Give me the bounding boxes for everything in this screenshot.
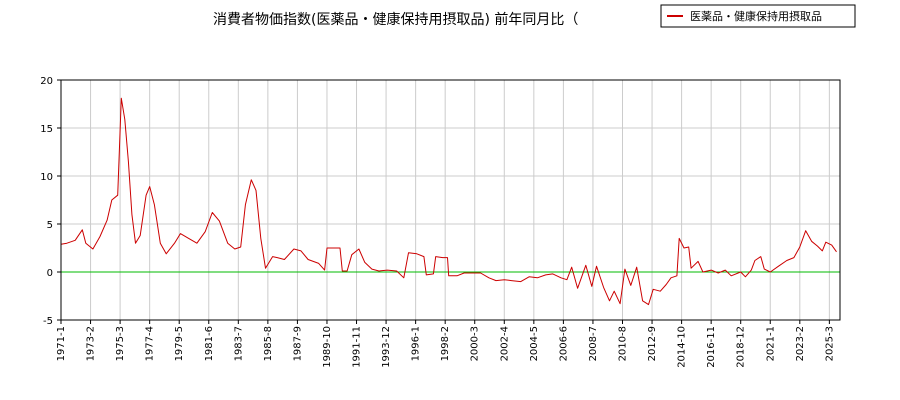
x-tick-label: 1985-8: [263, 326, 274, 361]
x-tick-label: 2010-8: [617, 326, 628, 361]
legend-label: 医薬品・健康保持用摂取品: [690, 9, 822, 23]
series-line: [60, 97, 837, 306]
x-tick-label: 1979-5: [174, 326, 185, 361]
x-tick-label: 1993-12: [381, 326, 392, 368]
y-ticks: -5 0 5 10 15 20: [40, 76, 61, 327]
x-tick-label: 1977-4: [145, 326, 156, 361]
x-tick-label: 2012-9: [647, 326, 658, 361]
y-tick-label: -5: [43, 316, 53, 327]
x-tick-label: 1998-2: [440, 326, 451, 361]
plot-frame: [60, 79, 841, 321]
x-tick-label: 2006-6: [558, 326, 569, 361]
legend: 医薬品・健康保持用摂取品: [660, 4, 856, 28]
axes: [60, 79, 841, 321]
x-tick-label: 1991-11: [352, 326, 363, 368]
legend-box: [660, 4, 856, 28]
x-tick-label: 1983-7: [233, 326, 244, 361]
x-tick-label: 2004-5: [529, 326, 540, 361]
y-tick-label: 10: [40, 172, 53, 183]
x-tick-label: 2008-7: [588, 326, 599, 361]
x-tick-label: 2023-2: [795, 326, 806, 361]
chart-title: 消費者物価指数(医薬品・健康保持用摂取品) 前年同月比（: [213, 11, 578, 28]
x-tick-label: 1971-1: [56, 326, 67, 361]
x-tick-label: 2014-10: [677, 326, 688, 368]
x-tick-label: 2021-1: [765, 326, 776, 361]
x-tick-label: 2018-12: [736, 326, 747, 368]
y-tick-label: 20: [40, 76, 53, 87]
x-tick-label: 1989-10: [322, 326, 333, 368]
series-group: [60, 97, 837, 306]
x-tick-label: 2016-11: [706, 326, 717, 368]
x-tick-label: 1996-1: [411, 326, 422, 361]
x-tick-label: 1975-3: [115, 326, 126, 361]
y-tick-label: 5: [47, 220, 53, 231]
x-tick-label: 1973-2: [86, 326, 97, 361]
y-tick-label: 15: [40, 124, 53, 135]
x-tick-label: 1987-9: [292, 326, 303, 361]
y-tick-label: 0: [47, 268, 53, 279]
x-tick-label: 1981-6: [204, 326, 215, 361]
x-ticks: 1971-1 1973-2 1975-3 1977-4 1979-5 1981-6 1983…: [56, 320, 835, 368]
x-tick-label: 2000-3: [470, 326, 481, 361]
x-tick-label: 2002-4: [499, 326, 510, 361]
x-tick-label: 2025-3: [824, 326, 835, 361]
